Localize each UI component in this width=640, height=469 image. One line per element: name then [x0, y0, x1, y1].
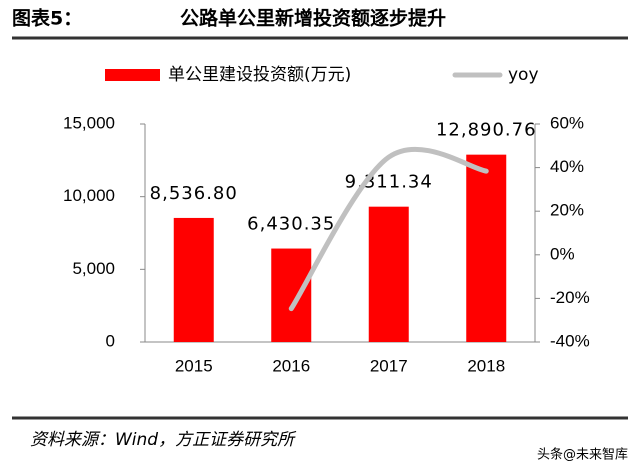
chart-title: 公路单公里新增投资额逐步提升	[180, 7, 446, 30]
source: 资料来源：Wind，方正证券研究所	[30, 430, 297, 450]
y2-tick-label: -40%	[550, 331, 590, 350]
bar	[271, 248, 312, 342]
bar	[368, 206, 409, 342]
y2-tick-label: -20%	[550, 288, 590, 307]
x-tick-label: 2017	[370, 356, 408, 375]
y-tick-label: 10,000	[63, 186, 115, 205]
legend-swatch	[105, 69, 160, 81]
value-label: 8,536.80	[150, 183, 238, 204]
value-label: 6,430.35	[247, 214, 335, 235]
bar	[173, 217, 214, 342]
legend-label: 单公里建设投资额(万元)	[168, 65, 351, 85]
y-tick-label: 0	[106, 331, 115, 350]
line	[288, 146, 489, 312]
y2-tick-label: 40%	[550, 157, 584, 176]
y-tick-label: 5,000	[72, 259, 115, 278]
value-label: 12,890.76	[436, 120, 537, 141]
x-tick-label: 2015	[175, 356, 213, 375]
y2-tick-label: 60%	[550, 113, 584, 132]
figure-label: 图表5：	[12, 7, 82, 30]
x-tick-label: 2018	[467, 356, 505, 375]
watermark: 头条@未来智库	[537, 447, 628, 463]
bar	[466, 154, 507, 342]
y-tick-label: 15,000	[63, 113, 115, 132]
y2-tick-label: 0%	[550, 244, 575, 263]
legend-label: yoy	[508, 65, 539, 85]
x-tick-label: 2016	[272, 356, 310, 375]
y2-tick-label: 20%	[550, 201, 584, 220]
